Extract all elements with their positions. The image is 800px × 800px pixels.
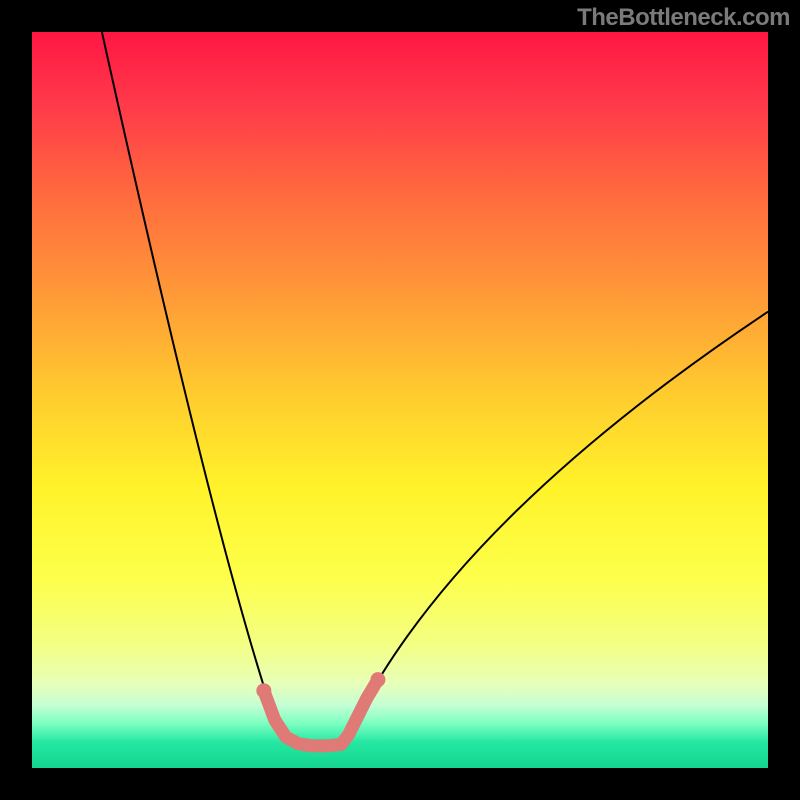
gradient-background: [32, 32, 768, 768]
trough-start-dot: [256, 683, 271, 698]
plot-area: [32, 32, 768, 768]
watermark-text: TheBottleneck.com: [577, 4, 790, 32]
trough-end-dot: [370, 672, 385, 687]
plot-svg: [32, 32, 768, 768]
chart-frame: TheBottleneck.com: [0, 0, 800, 800]
